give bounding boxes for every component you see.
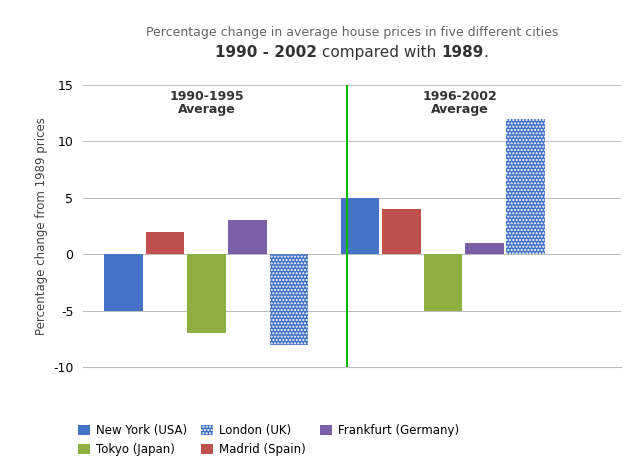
Text: Average: Average [431, 103, 488, 116]
Bar [269, 254, 308, 345]
Text: 1996-2002: 1996-2002 [422, 89, 497, 103]
Bar [187, 254, 226, 333]
Bar [340, 198, 380, 254]
Text: .: . [484, 45, 489, 60]
Bar [465, 243, 504, 254]
Text: Average: Average [178, 103, 236, 116]
Bar [228, 220, 267, 254]
Bar [269, 254, 308, 345]
Text: 1990-1995: 1990-1995 [170, 89, 244, 103]
Text: compared with: compared with [317, 45, 442, 60]
Bar [506, 119, 545, 254]
Bar [145, 232, 184, 254]
Bar [104, 254, 143, 311]
Bar [382, 209, 421, 254]
Text: 1990 - 2002: 1990 - 2002 [215, 45, 317, 60]
Bar [506, 119, 545, 254]
Text: 1989: 1989 [442, 45, 484, 60]
Y-axis label: Percentage change from 1989 prices: Percentage change from 1989 prices [35, 117, 47, 335]
Bar [424, 254, 462, 311]
Text: Percentage change in average house prices in five different cities: Percentage change in average house price… [146, 26, 558, 39]
Legend: New York (USA), Tokyo (Japan), London (UK), Madrid (Spain), Frankfurt (Germany): New York (USA), Tokyo (Japan), London (U… [78, 424, 459, 456]
